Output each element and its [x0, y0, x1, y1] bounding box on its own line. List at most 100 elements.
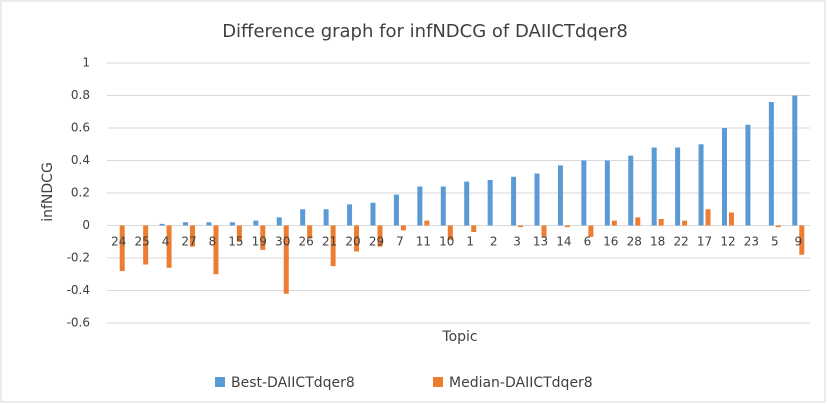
- x-tick-label: 15: [228, 235, 243, 249]
- x-tick-label: 24: [111, 235, 126, 249]
- x-tick-label: 6: [584, 235, 592, 249]
- y-tick-label: -0.4: [67, 283, 90, 297]
- bar: [206, 222, 212, 226]
- bar: [518, 225, 524, 228]
- bar: [236, 225, 242, 242]
- bar: [400, 225, 406, 231]
- legend-swatch: [215, 377, 225, 387]
- bar: [682, 220, 688, 226]
- x-tick-label: 5: [771, 235, 779, 249]
- bar: [354, 225, 360, 252]
- bar: [440, 186, 446, 226]
- bar: [229, 222, 235, 226]
- x-tick-label: 3: [513, 235, 521, 249]
- legend-swatch: [433, 377, 443, 387]
- y-tick-label: 0.2: [71, 186, 90, 200]
- x-tick-label: 4: [162, 235, 170, 249]
- x-tick-label: 10: [439, 235, 454, 249]
- legend-label: Best-DAIICTdqer8: [231, 375, 355, 391]
- y-tick-label: 0: [82, 218, 90, 232]
- bar: [799, 225, 805, 255]
- bar: [604, 160, 610, 226]
- bar: [166, 225, 172, 268]
- x-tick-label: 26: [299, 235, 314, 249]
- bar: [564, 225, 570, 228]
- bar: [424, 220, 430, 226]
- bar: [511, 176, 517, 226]
- bar: [370, 202, 376, 226]
- bar: [534, 173, 540, 226]
- x-tick-label: 18: [650, 235, 665, 249]
- y-tick-label: 0.8: [71, 88, 90, 102]
- bar: [728, 212, 734, 226]
- y-tick-label: 0.4: [71, 153, 90, 167]
- bar: [775, 225, 781, 228]
- bar: [417, 186, 423, 226]
- bar: [323, 209, 329, 226]
- bar: [541, 225, 547, 237]
- x-tick-label: 1: [466, 235, 474, 249]
- bar: [464, 181, 470, 226]
- x-tick-label: 27: [181, 235, 196, 249]
- bar: [698, 144, 704, 226]
- bar: [283, 225, 289, 294]
- bar: [447, 225, 453, 241]
- bar: [260, 225, 266, 250]
- x-tick-label: 22: [673, 235, 688, 249]
- bar: [588, 225, 594, 237]
- x-tick-label: 8: [209, 235, 217, 249]
- bar: [628, 155, 634, 226]
- x-tick-label: 28: [627, 235, 642, 249]
- bar: [300, 209, 306, 226]
- bar: [159, 223, 165, 226]
- x-tick-label: 7: [396, 235, 404, 249]
- x-tick-label: 12: [720, 235, 735, 249]
- x-tick-label: 19: [252, 235, 267, 249]
- bar: [183, 222, 189, 226]
- bar: [119, 225, 125, 271]
- bar: [651, 147, 657, 226]
- x-tick-label: 9: [794, 235, 802, 249]
- x-tick-label: 20: [345, 235, 360, 249]
- bar: [705, 209, 711, 226]
- x-tick-label: 30: [275, 235, 290, 249]
- bar: [658, 219, 664, 226]
- y-tick-label: 1: [82, 56, 90, 70]
- x-tick-label: 21: [322, 235, 337, 249]
- bar: [471, 225, 477, 232]
- bar: [143, 225, 149, 265]
- x-tick-label: 16: [603, 235, 618, 249]
- bar: [581, 160, 587, 226]
- bar: [330, 225, 336, 267]
- x-tick-label: 17: [697, 235, 712, 249]
- bar: [792, 95, 798, 226]
- bar: [307, 225, 313, 239]
- bar: [190, 225, 196, 247]
- y-tick-label: -0.2: [67, 251, 90, 265]
- bar: [675, 147, 681, 226]
- x-tick-label: 2: [490, 235, 498, 249]
- bar: [768, 102, 774, 226]
- y-axis-title: infNDCG: [40, 162, 56, 222]
- y-tick-label: 0.6: [71, 121, 90, 135]
- bar: [487, 180, 493, 226]
- legend-label: Median-DAIICTdqer8: [449, 375, 593, 391]
- bar: [213, 225, 219, 275]
- chart-title: Difference graph for infNDCG of DAIICTdq…: [222, 21, 628, 42]
- bar: [377, 225, 383, 247]
- bar: [721, 128, 727, 226]
- bar: [635, 217, 641, 226]
- bar: [253, 220, 259, 226]
- bar: [347, 204, 353, 226]
- x-tick-label: 14: [556, 235, 571, 249]
- x-tick-label: 23: [744, 235, 759, 249]
- bar: [611, 220, 617, 226]
- x-tick-label: 29: [369, 235, 384, 249]
- x-tick-label: 25: [135, 235, 150, 249]
- bar: [745, 124, 751, 226]
- y-tick-label: -0.6: [67, 316, 90, 330]
- bar: [276, 217, 282, 226]
- x-tick-label: 13: [533, 235, 548, 249]
